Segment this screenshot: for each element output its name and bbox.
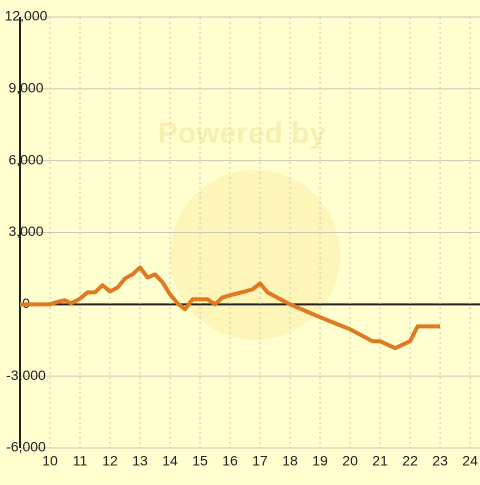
x-tick-label: 14: [162, 453, 178, 469]
x-tick-label: 23: [432, 453, 448, 469]
y-tick-label: 6,000: [8, 151, 43, 167]
y-tick-label: 3,000: [8, 223, 43, 239]
x-tick-label: 16: [222, 453, 238, 469]
x-tick-label: 19: [312, 453, 328, 469]
x-tick-label: 13: [132, 453, 148, 469]
y-tick-label: -6,000: [6, 439, 46, 455]
x-tick-label: 12: [102, 453, 118, 469]
x-tick-label: 21: [372, 453, 388, 469]
x-tick-label: 24: [462, 453, 478, 469]
data-line: [20, 265, 441, 351]
watermark-logo: [170, 170, 340, 340]
x-tick-label: 20: [342, 453, 358, 469]
x-tick-label: 22: [402, 453, 418, 469]
x-tick-label: 17: [252, 453, 268, 469]
x-tick-label: 11: [73, 453, 88, 469]
x-tick-label: 10: [42, 453, 58, 469]
y-tick-label: -3,000: [6, 367, 46, 383]
y-tick-label: 9,000: [8, 80, 43, 96]
x-tick-label: 18: [282, 453, 298, 469]
y-tick-label: 12,000: [5, 8, 48, 24]
x-tick-label: 15: [192, 453, 208, 469]
watermark: Powered by: [158, 117, 327, 150]
